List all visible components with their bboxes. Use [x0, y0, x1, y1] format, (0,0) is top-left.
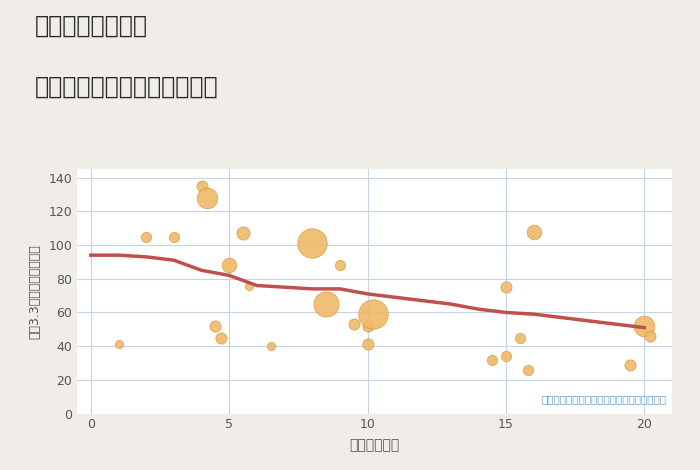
- Point: [500, 352, 512, 360]
- Point: [528, 228, 539, 235]
- Point: [237, 229, 248, 237]
- Text: 駅距離別中古マンション価格: 駅距離別中古マンション価格: [35, 75, 218, 99]
- Point: [335, 261, 346, 269]
- Point: [486, 356, 498, 363]
- Point: [243, 282, 254, 289]
- X-axis label: 駅距離（分）: 駅距離（分）: [349, 439, 400, 453]
- Point: [307, 240, 318, 247]
- Point: [223, 261, 235, 269]
- Y-axis label: 坪（3.3㎡）単価（万円）: 坪（3.3㎡）単価（万円）: [28, 244, 41, 339]
- Point: [196, 182, 207, 190]
- Point: [321, 300, 332, 308]
- Point: [113, 341, 124, 348]
- Point: [202, 194, 213, 202]
- Point: [644, 332, 655, 340]
- Point: [625, 361, 636, 368]
- Point: [362, 322, 373, 330]
- Point: [141, 233, 152, 240]
- Point: [362, 341, 373, 348]
- Point: [216, 334, 227, 342]
- Point: [348, 321, 359, 328]
- Point: [500, 283, 512, 291]
- Text: 奈良県西ノ京駅の: 奈良県西ノ京駅の: [35, 14, 148, 38]
- Point: [168, 233, 179, 240]
- Point: [514, 334, 526, 342]
- Point: [368, 310, 379, 318]
- Point: [638, 322, 650, 330]
- Point: [265, 343, 276, 350]
- Text: 円の大きさは、取引のあった物件面積を示す: 円の大きさは、取引のあった物件面積を示す: [541, 394, 666, 404]
- Point: [522, 366, 533, 374]
- Point: [210, 322, 221, 330]
